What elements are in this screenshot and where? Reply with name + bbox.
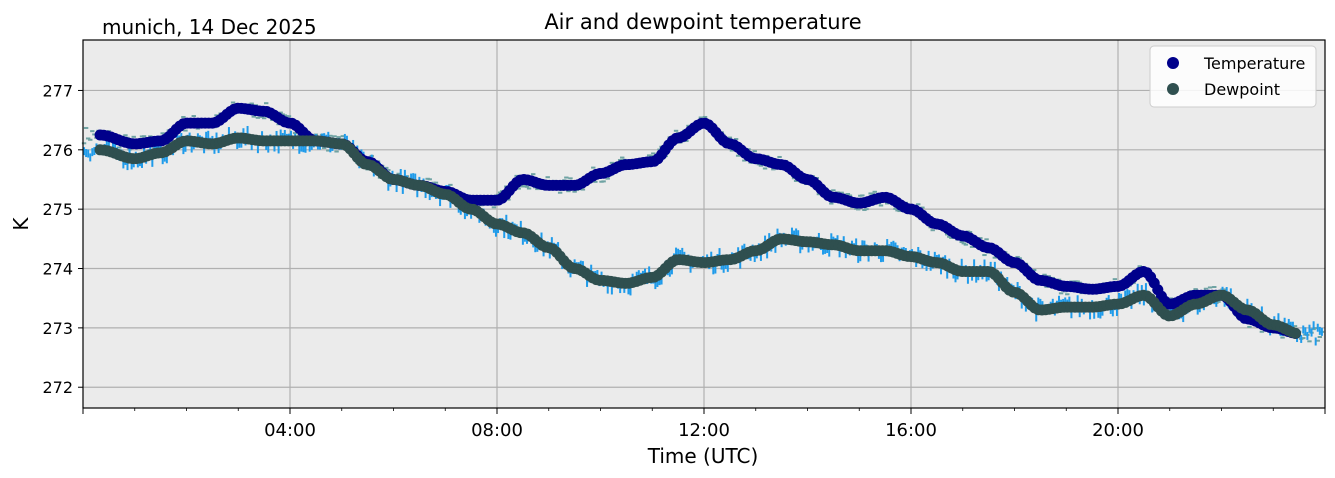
x-tick-label: 16:00	[885, 420, 937, 441]
legend: Temperature Dewpoint	[1149, 45, 1317, 108]
legend-label-temperature: Temperature	[1203, 54, 1305, 73]
axis-ticks: 272 273 274 275 276 277 04:00 08:00 12:00 16:00 20…	[42, 81, 1326, 441]
legend-marker-temperature	[1167, 57, 1179, 69]
y-axis-label: K	[9, 217, 33, 231]
location-date-label: munich, 14 Dec 2025	[102, 15, 317, 39]
y-tick-label: 274	[42, 260, 73, 279]
x-axis-label: Time (UTC)	[647, 444, 759, 468]
x-tick-label: 08:00	[471, 420, 523, 441]
dewpoint-series	[94, 132, 1302, 339]
x-tick-label: 12:00	[678, 420, 730, 441]
y-tick-label: 272	[42, 378, 73, 397]
x-tick-label: 20:00	[1092, 420, 1144, 441]
legend-label-dewpoint: Dewpoint	[1204, 80, 1280, 99]
dewpoint-point	[1290, 327, 1302, 339]
x-tick-label: 04:00	[264, 420, 316, 441]
chart-title: Air and dewpoint temperature	[544, 10, 861, 34]
y-tick-label: 275	[42, 200, 73, 219]
legend-box	[1149, 45, 1317, 108]
y-tick-label: 276	[42, 141, 73, 160]
grid	[83, 40, 1325, 408]
y-tick-label: 273	[42, 319, 73, 338]
legend-marker-dewpoint	[1167, 83, 1179, 95]
y-tick-label: 277	[42, 81, 73, 100]
